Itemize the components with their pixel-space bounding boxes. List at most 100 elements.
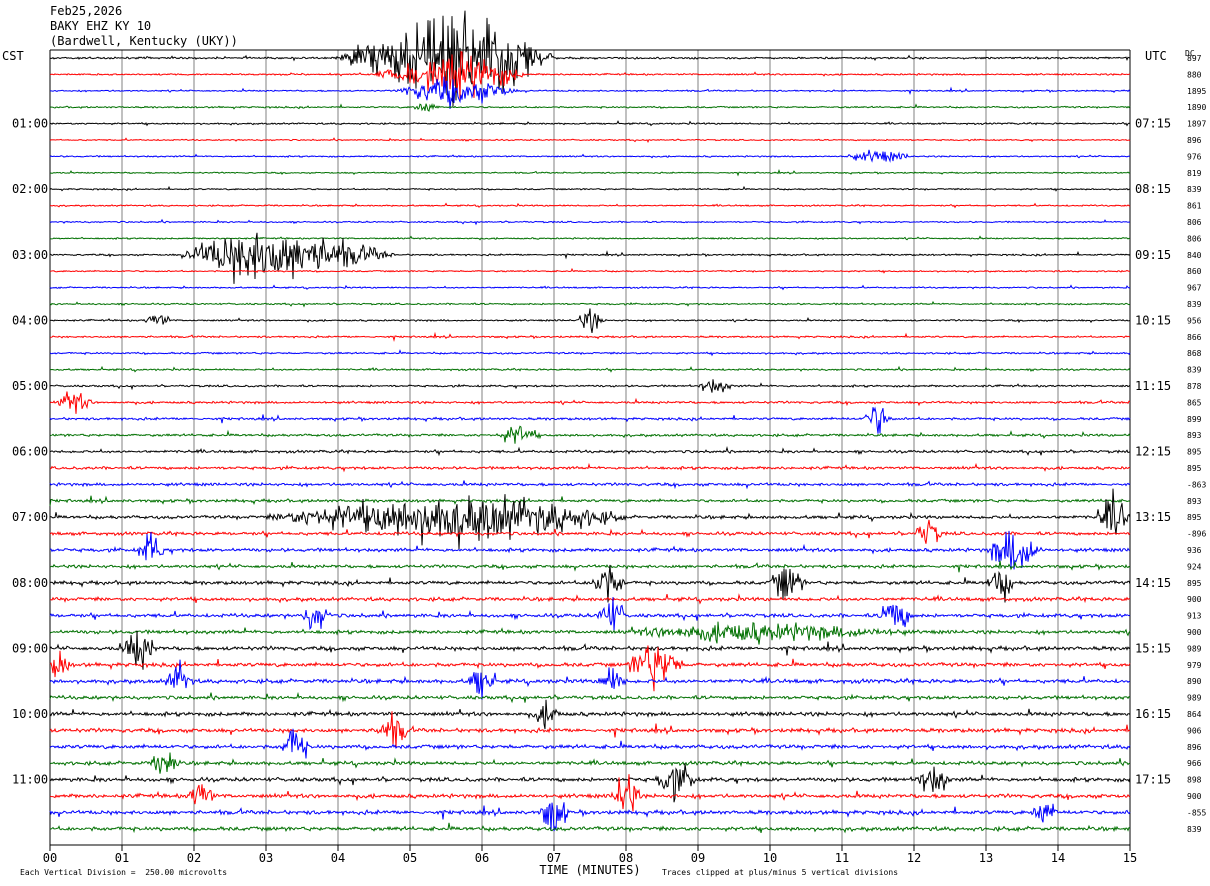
dc-offset-label: -896 (1187, 530, 1206, 539)
dc-offset-label: 1890 (1187, 103, 1206, 112)
x-tick-label: 05 (403, 851, 417, 865)
dc-offset-label: 890 (1187, 677, 1202, 686)
x-tick-label: 12 (907, 851, 921, 865)
right-hour-label: 14:15 (1135, 576, 1171, 590)
seismic-trace (49, 391, 1131, 414)
seismic-trace (49, 699, 1131, 730)
seismic-trace (49, 480, 1131, 490)
seismic-trace (49, 149, 1131, 163)
seismic-trace (49, 202, 1131, 209)
right-hour-label: 17:15 (1135, 773, 1171, 787)
seismic-trace (49, 308, 1131, 333)
header-date: Feb25,2026 (50, 4, 123, 18)
seismic-trace (49, 564, 1131, 603)
left-hour-label: 02:00 (12, 182, 48, 196)
dc-offset-label: 976 (1187, 152, 1202, 161)
seismic-trace (49, 232, 1131, 284)
seismic-trace (49, 349, 1131, 357)
left-hour-label: 08:00 (12, 576, 48, 590)
dc-offset-label: 865 (1187, 398, 1202, 407)
x-tick-label: 07 (547, 851, 561, 865)
seismic-trace (49, 120, 1131, 127)
dc-offset-label: 906 (1187, 726, 1202, 735)
dc-offset-label: -863 (1187, 480, 1206, 489)
dc-offset-label: -855 (1187, 808, 1206, 817)
right-hour-label: 15:15 (1135, 641, 1171, 655)
seismic-trace (49, 284, 1131, 291)
seismic-trace (49, 593, 1131, 605)
right-timezone-label: UTC (1145, 49, 1167, 63)
dc-offset-label: 989 (1187, 644, 1202, 653)
dc-offset-label: 896 (1187, 743, 1202, 752)
seismic-trace (49, 630, 1131, 670)
x-axis-title: TIME (MINUTES) (539, 863, 640, 877)
clip-note: Traces clipped at plus/minus 5 vertical … (662, 868, 899, 877)
seismic-trace (49, 365, 1131, 373)
x-tick-label: 04 (331, 851, 345, 865)
right-hour-label: 08:15 (1135, 182, 1171, 196)
seismic-trace (49, 300, 1131, 308)
header-station: BAKY EHZ KY 10 (50, 19, 152, 33)
dc-offset-label: 1897 (1187, 120, 1206, 129)
left-hour-label: 07:00 (12, 510, 48, 524)
dc-offset-label: 868 (1187, 349, 1202, 358)
seismic-trace (49, 728, 1131, 759)
seismic-trace (49, 462, 1131, 473)
seismic-trace (49, 168, 1131, 177)
dc-offset-label: 860 (1187, 267, 1202, 276)
x-tick-label: 15 (1123, 851, 1137, 865)
dc-offset-label: 936 (1187, 546, 1202, 555)
header-location: (Bardwell, Kentucky (UKY)) (50, 34, 238, 48)
dc-offset-label: 893 (1187, 431, 1202, 440)
seismic-trace (49, 774, 1131, 812)
dc-offset-label: 861 (1187, 202, 1202, 211)
dc-offset-label: 896 (1187, 136, 1202, 145)
left-hour-label: 05:00 (12, 379, 48, 393)
seismic-trace (50, 76, 1131, 109)
right-hour-label: 13:15 (1135, 510, 1171, 524)
seismic-trace (49, 711, 1131, 748)
dc-offset-label: 897 (1187, 54, 1202, 63)
dc-offset-label: 1895 (1187, 87, 1206, 96)
dc-offset-label: 895 (1187, 579, 1202, 588)
right-hour-label: 16:15 (1135, 707, 1171, 721)
dc-offset-label: 878 (1187, 382, 1202, 391)
scale-note: Each Vertical Division = 250.00 microvol… (20, 868, 228, 877)
dc-offset-label: 899 (1187, 415, 1202, 424)
x-tick-label: 13 (979, 851, 993, 865)
seismic-trace (49, 102, 1131, 112)
seismic-trace (49, 645, 1131, 692)
seismic-trace (49, 763, 1131, 803)
dc-offset-label: 806 (1187, 234, 1202, 243)
dc-offset-label: 967 (1187, 284, 1202, 293)
seismic-trace (49, 802, 1131, 832)
dc-offset-label: 895 (1187, 464, 1202, 473)
seismic-trace (49, 488, 1131, 550)
dc-offset-label: 898 (1187, 776, 1202, 785)
x-tick-label: 08 (619, 851, 633, 865)
x-tick-label: 03 (259, 851, 273, 865)
seismic-trace (50, 331, 1131, 342)
dc-offset-label: 989 (1187, 694, 1202, 703)
dc-offset-label: 900 (1187, 595, 1202, 604)
dc-offset-label: 900 (1187, 628, 1202, 637)
seismic-trace (49, 621, 1131, 645)
dc-offset-label: 864 (1187, 710, 1202, 719)
x-tick-label: 09 (691, 851, 705, 865)
seismic-trace (49, 235, 1131, 241)
dc-offset-label: 839 (1187, 300, 1202, 309)
seismic-trace (49, 822, 1131, 834)
right-hour-label: 07:15 (1135, 117, 1171, 131)
dc-offset-label: 880 (1187, 70, 1202, 79)
seismic-trace (49, 185, 1131, 192)
seismic-trace (49, 495, 1131, 507)
seismic-trace (49, 560, 1131, 573)
seismic-trace (49, 137, 1131, 143)
x-tick-label: 14 (1051, 851, 1065, 865)
seismic-trace (49, 519, 1131, 544)
dc-offset-label: 840 (1187, 251, 1202, 260)
seismic-trace (49, 446, 1131, 457)
left-hour-label: 09:00 (12, 641, 48, 655)
seismic-trace (49, 267, 1131, 274)
